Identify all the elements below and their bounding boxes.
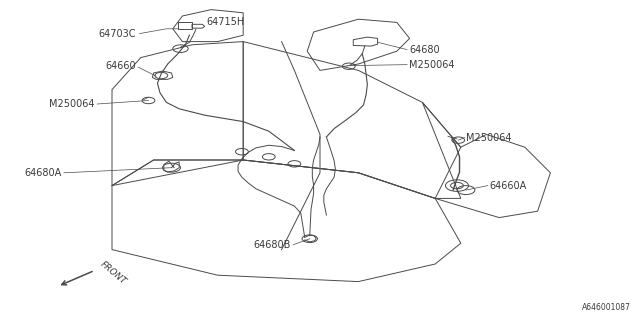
Text: M250064: M250064 bbox=[409, 60, 454, 70]
Text: A646001087: A646001087 bbox=[582, 303, 630, 312]
Text: 64660A: 64660A bbox=[490, 180, 527, 191]
Text: 64703C: 64703C bbox=[99, 28, 136, 39]
Text: FRONT: FRONT bbox=[99, 260, 128, 287]
Text: M250064: M250064 bbox=[49, 99, 95, 109]
Text: 64715H: 64715H bbox=[206, 17, 244, 28]
Text: 64660: 64660 bbox=[106, 61, 136, 71]
Text: 64680A: 64680A bbox=[24, 168, 61, 178]
Text: M250064: M250064 bbox=[466, 132, 511, 143]
Text: 64680: 64680 bbox=[409, 44, 440, 55]
Text: 64680B: 64680B bbox=[254, 240, 291, 251]
